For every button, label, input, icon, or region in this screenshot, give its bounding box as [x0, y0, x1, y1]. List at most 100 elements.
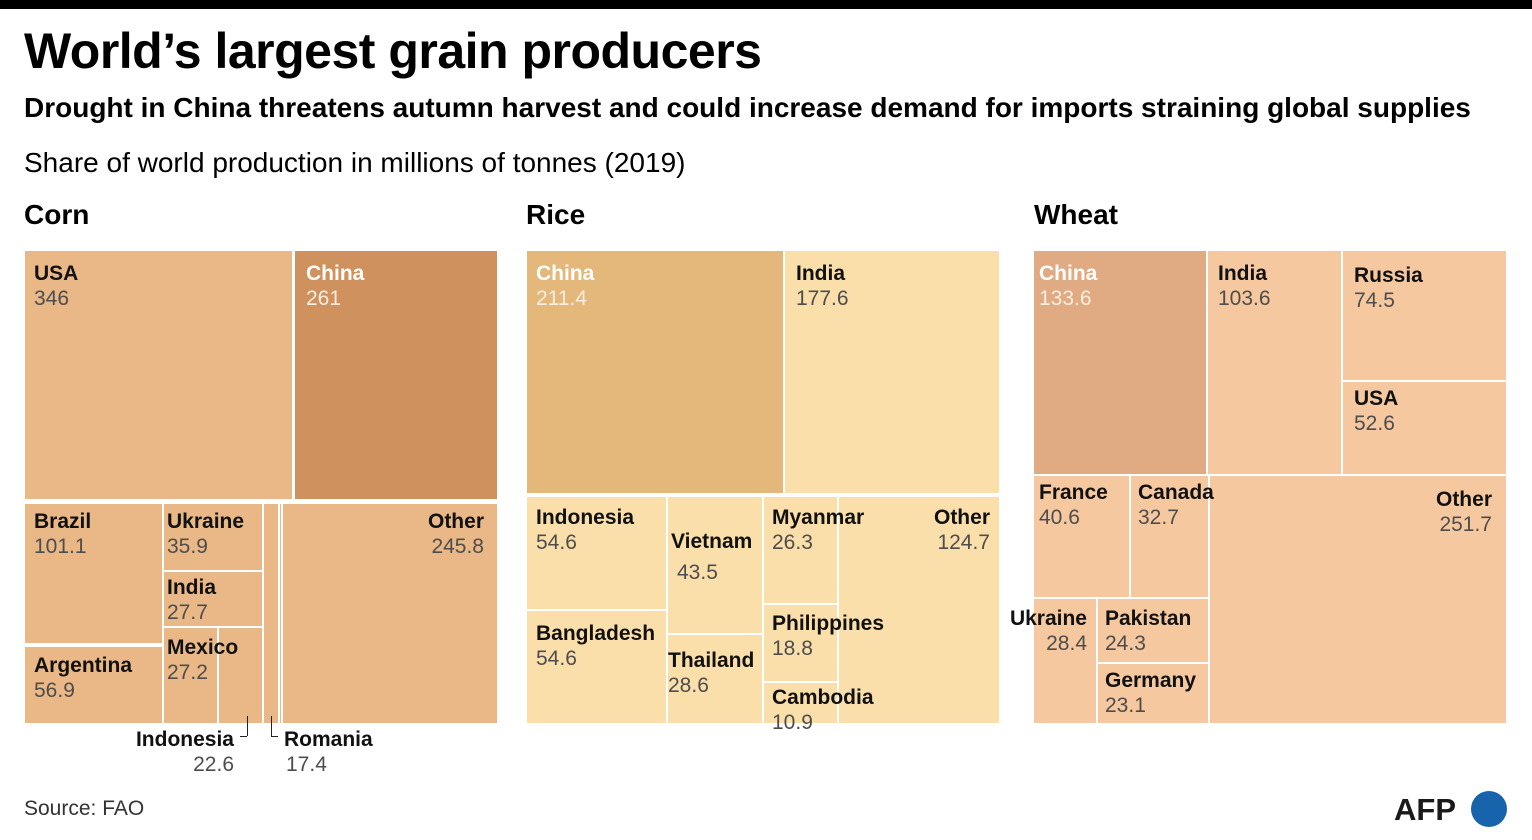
rice-other-value: 124.7 — [937, 531, 990, 554]
wheat-france-value: 40.6 — [1039, 506, 1080, 529]
wheat-cell-usa — [1342, 381, 1507, 475]
rice-thailand-name: Thailand — [668, 649, 755, 672]
wheat-russia-name: Russia — [1354, 264, 1423, 287]
wheat-ukraine-name: Ukraine — [1009, 607, 1087, 630]
wheat-france-name: France — [1039, 481, 1108, 504]
afp-logo-text: AFP — [1394, 792, 1456, 827]
corn-cell-usa — [24, 250, 293, 500]
rice-cell-bangladesh — [526, 610, 667, 724]
wheat-pakistan-name: Pakistan — [1105, 607, 1192, 630]
corn-label-usa: USA 346 — [34, 261, 78, 311]
corn-brazil-value: 101.1 — [34, 535, 87, 558]
top-rule — [0, 0, 1532, 9]
wheat-cell-india — [1207, 250, 1342, 475]
wheat-cell-ukraine — [1033, 598, 1097, 724]
wheat-other-name: Other — [1435, 488, 1492, 511]
corn-cell-india — [163, 571, 263, 627]
wheat-label-usa: USA 52.6 — [1354, 386, 1398, 436]
rice-label-philippines: Philippines 18.8 — [772, 611, 884, 661]
rice-cell-myanmar — [763, 496, 838, 604]
rice-panel-title: Rice — [526, 199, 586, 230]
corn-usa-value: 346 — [34, 287, 70, 310]
corn-romania-name: Romania — [284, 728, 373, 751]
rice-cell-cambodia — [763, 682, 838, 724]
rice-thailand-value: 28.6 — [668, 674, 709, 697]
rice-label-india: India 177.6 — [796, 261, 849, 311]
rice-label-china: China 211.4 — [536, 261, 594, 311]
corn-china-value: 261 — [306, 287, 342, 310]
wheat-label-canada: Canada 32.7 — [1138, 480, 1214, 530]
corn-other-name: Other — [427, 510, 484, 533]
wheat-cell-china — [1033, 250, 1207, 475]
rice-cell-india — [784, 250, 1000, 494]
corn-label-romania: Romania 17.4 — [284, 727, 373, 777]
rice-label-thailand: Thailand 28.6 — [668, 648, 754, 698]
corn-india-name: India — [167, 576, 217, 599]
romania-leader-line — [271, 716, 272, 736]
rice-cell-china — [526, 250, 784, 494]
corn-other-value: 245.8 — [431, 535, 484, 558]
wheat-cell-germany — [1097, 663, 1209, 724]
rice-cell-vietnam — [667, 496, 763, 634]
rice-china-value: 211.4 — [536, 287, 587, 310]
wheat-cell-france — [1033, 475, 1130, 598]
rice-label-myanmar: Myanmar 26.3 — [772, 505, 864, 555]
wheat-label-india: India 103.6 — [1218, 261, 1271, 311]
chart-caption: Share of world production in millions of… — [24, 147, 686, 178]
corn-argentina-value: 56.9 — [34, 679, 75, 702]
corn-china-name: China — [306, 262, 365, 285]
corn-label-indonesia: Indonesia 22.6 — [136, 727, 234, 777]
chart-title: World’s largest grain producers — [24, 23, 762, 79]
wheat-china-value: 133.6 — [1039, 287, 1092, 310]
chart-subtitle: Drought in China threatens autumn harves… — [24, 92, 1471, 123]
afp-logo-circle — [1471, 791, 1507, 827]
wheat-india-name: India — [1218, 262, 1268, 285]
wheat-ukraine-value: 28.4 — [1046, 632, 1087, 655]
rice-label-bangladesh: Bangladesh 54.6 — [536, 621, 655, 671]
corn-label-ukraine: Ukraine 35.9 — [167, 509, 244, 559]
wheat-label-france: France 40.6 — [1039, 480, 1108, 530]
wheat-cell-other — [1209, 475, 1507, 724]
corn-cell-mexico-part — [218, 627, 263, 724]
rice-cell-thailand — [667, 634, 763, 724]
corn-cell-argentina — [24, 646, 163, 724]
rice-indonesia-name: Indonesia — [536, 506, 635, 529]
wheat-label-germany: Germany 23.1 — [1105, 668, 1196, 718]
corn-indonesia-value: 22.6 — [193, 753, 234, 776]
romania-leader-tick — [271, 736, 278, 737]
corn-mexico-value: 27.2 — [167, 661, 208, 684]
corn-label-mexico: Mexico 27.2 — [167, 635, 238, 685]
rice-vietnam-name: Vietnam — [671, 530, 753, 553]
wheat-germany-name: Germany — [1105, 669, 1197, 692]
corn-cell-brazil — [24, 503, 163, 644]
rice-label-other: Other 124.7 — [934, 505, 990, 555]
corn-cell-romania — [279, 503, 282, 724]
corn-india-value: 27.7 — [167, 601, 208, 624]
corn-cell-other — [282, 503, 498, 724]
wheat-russia-value: 74.5 — [1354, 289, 1395, 312]
wheat-germany-value: 23.1 — [1105, 694, 1146, 717]
wheat-label-russia: Russia 74.5 — [1354, 263, 1423, 313]
rice-philippines-value: 18.8 — [772, 637, 813, 660]
rice-vietnam-value: 43.5 — [677, 561, 718, 584]
wheat-usa-value: 52.6 — [1354, 412, 1395, 435]
rice-cambodia-name: Cambodia — [772, 686, 874, 709]
rice-china-name: China — [536, 262, 595, 285]
wheat-pakistan-value: 24.3 — [1105, 632, 1146, 655]
indonesia-leader-tick — [240, 736, 247, 737]
wheat-china-name: China — [1039, 262, 1098, 285]
wheat-cell-canada — [1130, 475, 1209, 598]
wheat-label-other: Other 251.7 — [1436, 487, 1492, 537]
indonesia-leader-line — [247, 716, 248, 736]
rice-label-indonesia: Indonesia 54.6 — [536, 505, 634, 555]
rice-india-name: India — [796, 262, 846, 285]
corn-panel-title: Corn — [24, 199, 90, 230]
corn-argentina-name: Argentina — [34, 654, 133, 677]
corn-label-brazil: Brazil 101.1 — [34, 509, 91, 559]
rice-cell-other — [838, 496, 1000, 724]
wheat-canada-name: Canada — [1138, 481, 1214, 504]
wheat-label-ukraine: Ukraine 28.4 — [1010, 606, 1087, 656]
corn-cell-china — [294, 250, 498, 500]
corn-indonesia-name: Indonesia — [135, 728, 234, 751]
wheat-label-china: China 133.6 — [1039, 261, 1097, 311]
